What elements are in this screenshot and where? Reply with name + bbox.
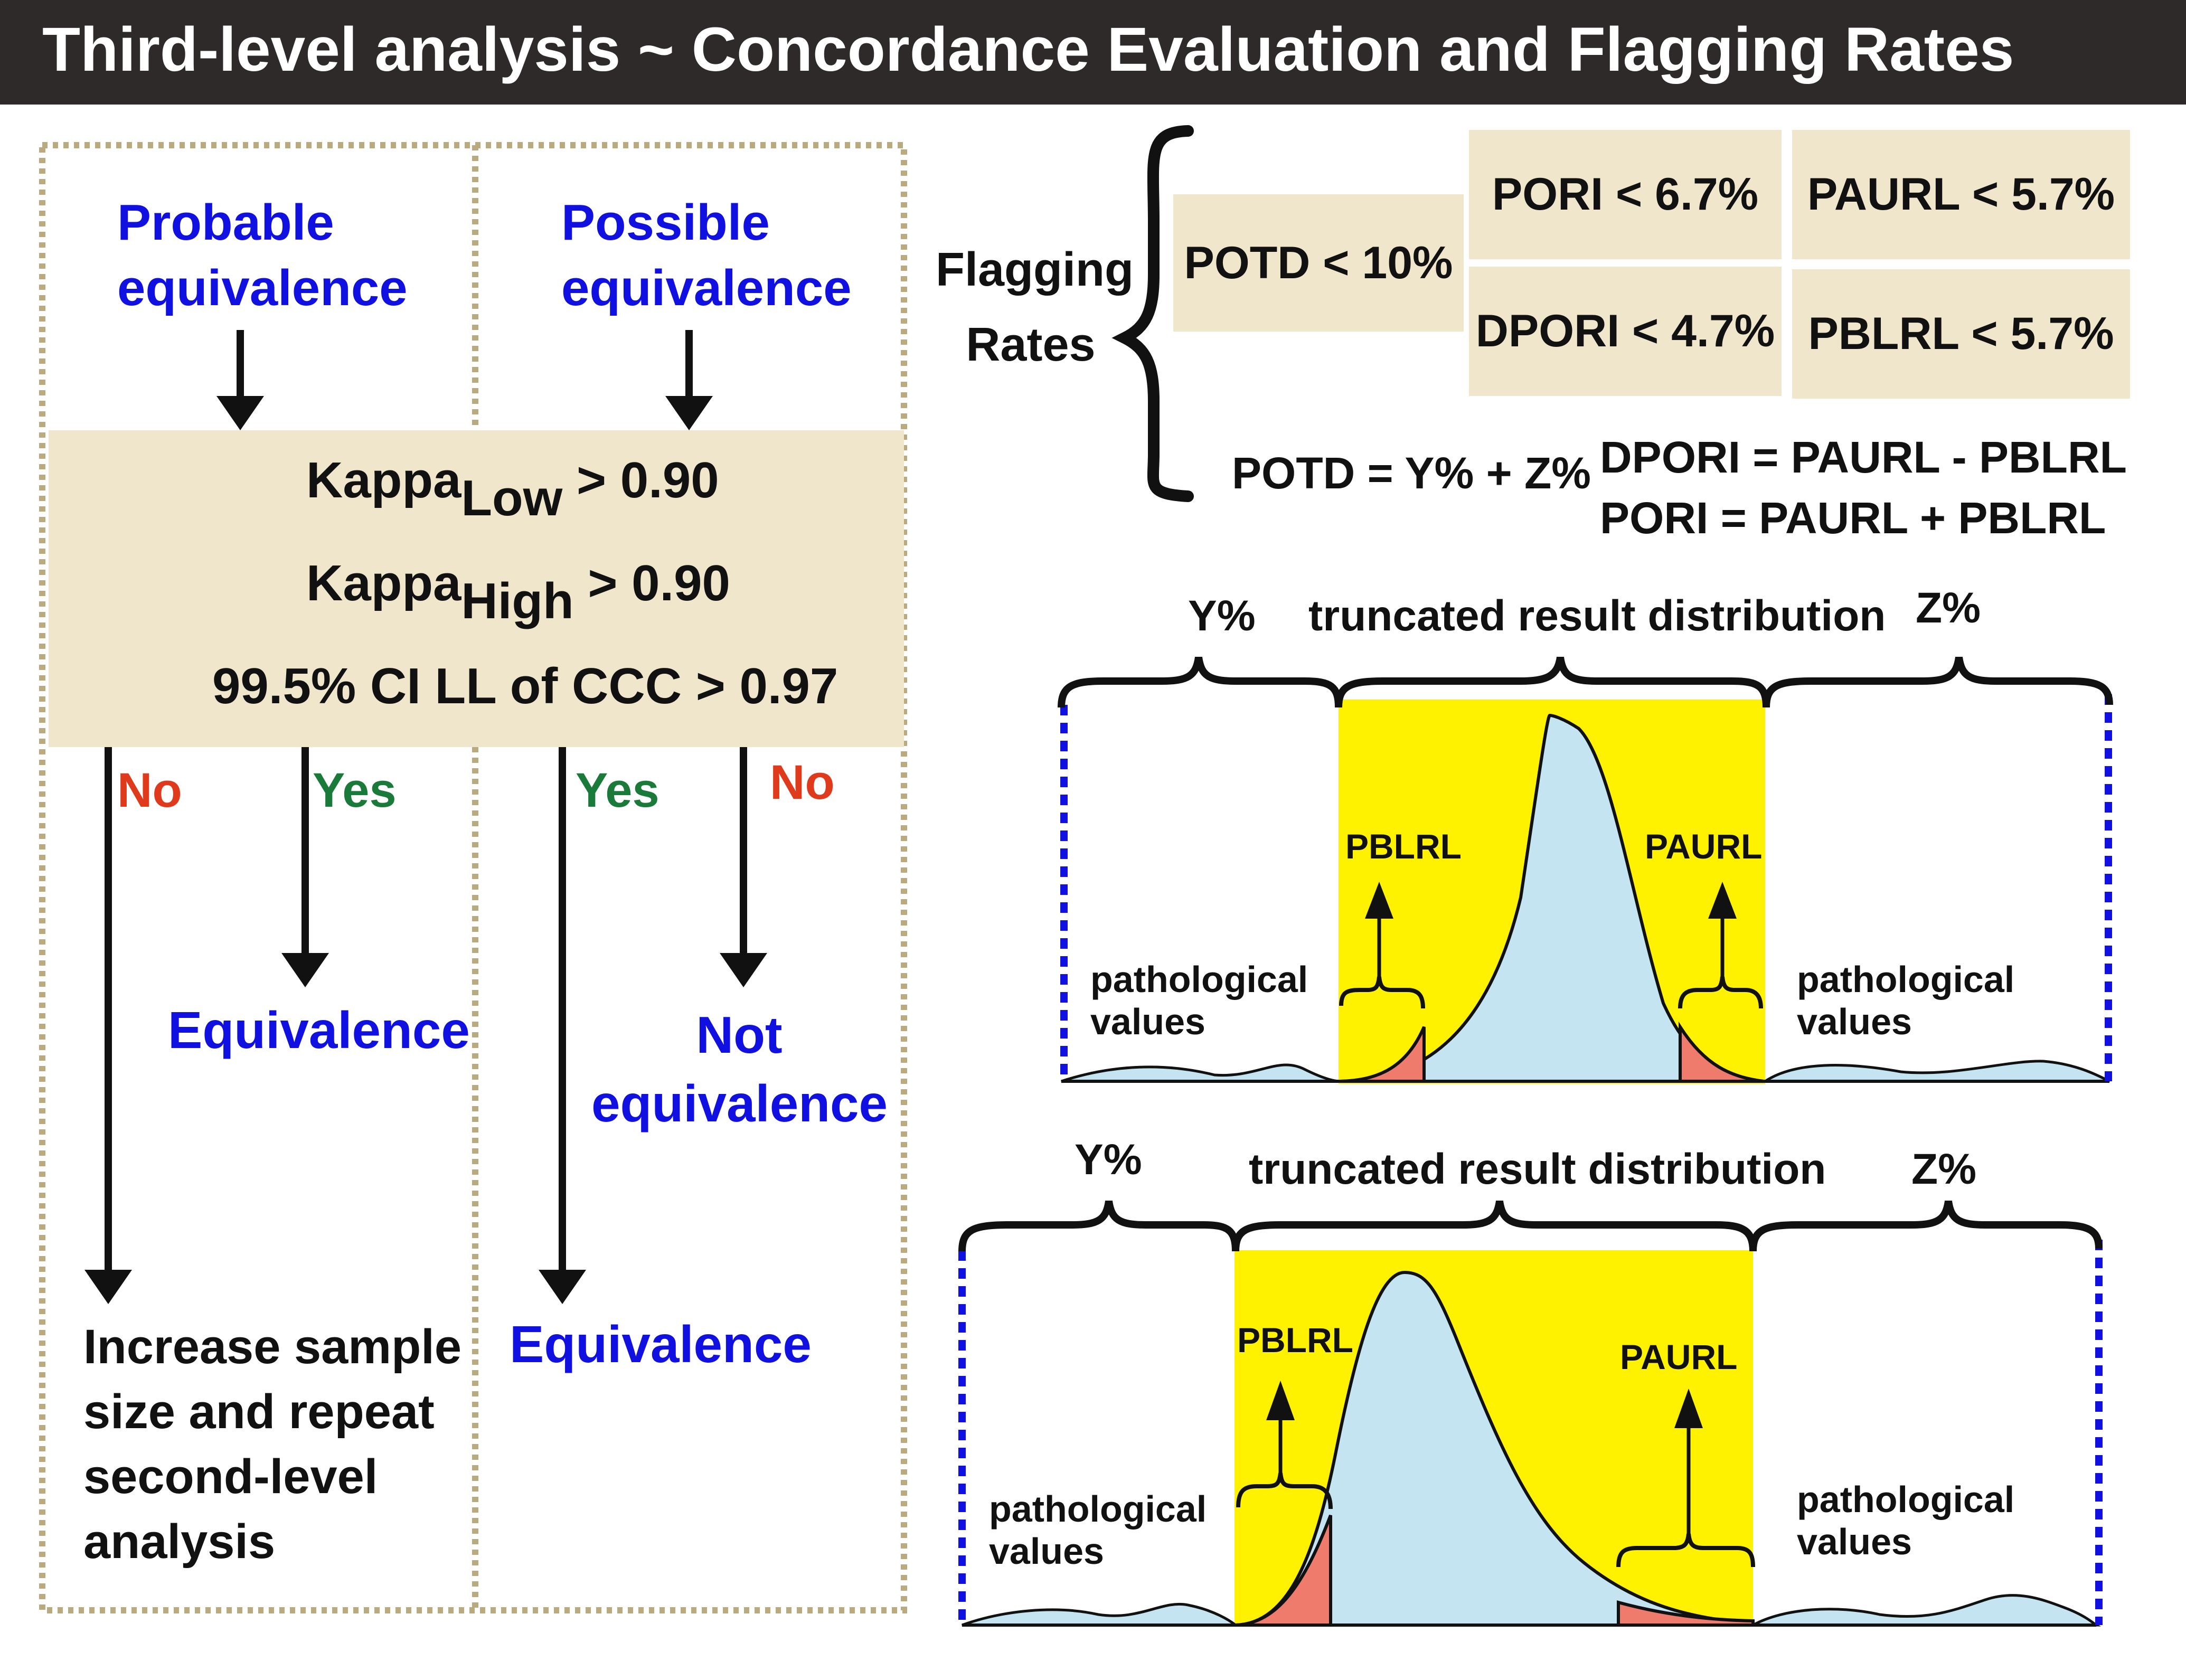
- pori-threshold: PORI < 6.7%: [1469, 130, 1782, 259]
- kappa-high-criterion: KappaHigh > 0.90: [306, 555, 730, 629]
- flagging-rates-label: Flagging Rates: [936, 243, 1134, 371]
- branch-no-left: No: [117, 763, 182, 817]
- y-percent-bottom: Y%: [1075, 1136, 1142, 1184]
- paurl-label-bottom: PAURL: [1620, 1337, 1738, 1376]
- arrow-probable: [216, 396, 264, 430]
- ccc-criterion: 99.5% CI LL of CCC > 0.97: [212, 658, 838, 714]
- paurl-threshold: PAURL < 5.7%: [1792, 130, 2130, 259]
- probable-equivalence-label: Probable equivalence: [117, 194, 408, 316]
- potd-threshold: POTD < 10%: [1173, 194, 1464, 332]
- branch-yes-right: Yes: [576, 763, 659, 817]
- truncated-label-top: truncated result distribution: [1308, 592, 1886, 640]
- outcome-equivalence-left: Equivalence: [168, 1001, 470, 1059]
- title-bar: Third-level analysis ~ Concordance Evalu…: [0, 0, 2186, 105]
- flowchart-frame: [39, 142, 907, 1613]
- arrow-no-left: [84, 1270, 132, 1304]
- skewed-curve-bottom: [1235, 1270, 1755, 1627]
- outcome-equivalence-right: Equivalence: [510, 1315, 812, 1373]
- arrow-yes-right: [539, 1270, 586, 1304]
- arrow-possible: [665, 396, 713, 430]
- formula-pori: PORI = PAURL + PBLRL: [1600, 493, 2106, 543]
- pblrl-label-top: PBLRL: [1345, 827, 1462, 866]
- outcome-not-equivalence: Not equivalence: [591, 1006, 888, 1132]
- page-title: Third-level analysis ~ Concordance Evalu…: [42, 15, 2014, 84]
- formula-dpori: DPORI = PAURL - PBLRL: [1600, 432, 2127, 482]
- formula-potd: POTD = Y% + Z%: [1232, 448, 1591, 498]
- pathological-left-bottom: pathological values: [989, 1488, 1207, 1572]
- dpori-threshold: DPORI < 4.7%: [1469, 267, 1782, 396]
- arrow-yes-left: [281, 953, 329, 987]
- criteria-box: [49, 430, 904, 747]
- z-percent-bottom: Z%: [1911, 1145, 1976, 1193]
- pathological-right-bottom: pathological values: [1797, 1479, 2015, 1562]
- truncated-label-bottom: truncated result distribution: [1249, 1145, 1826, 1193]
- branch-no-right: No: [770, 756, 835, 809]
- pathological-right-top: pathological values: [1797, 959, 2015, 1042]
- pblrl-threshold: PBLRL < 5.7%: [1792, 269, 2130, 399]
- upper-tail-bottom: [1617, 1600, 1755, 1627]
- lower-tail-bottom: [1235, 1514, 1332, 1627]
- pathological-left-top: pathological values: [1090, 959, 1308, 1042]
- bell-curve-top: [1340, 713, 1764, 1083]
- kappa-low-criterion: KappaLow > 0.90: [306, 452, 719, 526]
- possible-equivalence-label: Possible equivalence: [561, 194, 852, 316]
- z-percent-top: Z%: [1916, 584, 1981, 632]
- y-percent-top: Y%: [1188, 592, 1256, 640]
- branch-yes-left: Yes: [313, 763, 397, 817]
- pblrl-label-bottom: PBLRL: [1237, 1320, 1353, 1360]
- outcome-increase-sample: Increase sample size and repeat second-l…: [83, 1320, 462, 1569]
- arrow-no-right: [720, 953, 767, 987]
- paurl-label-top: PAURL: [1645, 827, 1763, 866]
